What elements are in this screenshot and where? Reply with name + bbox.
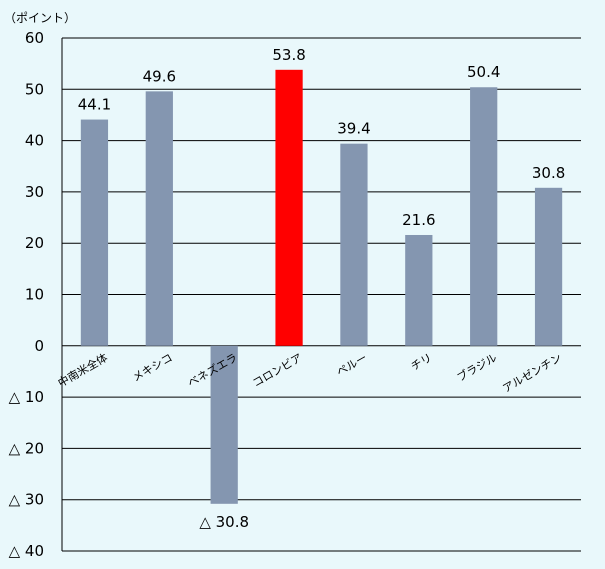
- bar: [145, 91, 173, 346]
- data-label: 39.4: [337, 120, 370, 138]
- category-label: チリ: [409, 351, 435, 373]
- category-label: ペルー: [334, 351, 369, 379]
- y-tick-label: 30: [25, 183, 44, 201]
- y-axis-unit-label: （ポイント）: [4, 11, 76, 25]
- category-label: ブラジル: [454, 350, 499, 384]
- y-tick-label: 50: [25, 80, 44, 98]
- category-label: 中南米全体: [55, 350, 110, 390]
- data-label: 53.8: [272, 46, 305, 64]
- data-label: 50.4: [467, 63, 500, 81]
- y-tick-label: △ 10: [9, 388, 44, 406]
- data-labels: 44.1 49.6 △ 30.8 53.8 39.4 21.6 50.4 30.8: [78, 46, 566, 531]
- category-label: アルゼンチン: [500, 351, 564, 395]
- y-tick-label: 40: [25, 132, 44, 150]
- data-label: 30.8: [532, 164, 565, 182]
- bar: [340, 143, 368, 346]
- bar: [405, 234, 433, 346]
- y-tick-label: 10: [25, 286, 44, 304]
- y-tick-label: 20: [25, 234, 44, 252]
- bar: [210, 345, 238, 504]
- y-tick-label: △ 30: [9, 491, 44, 509]
- bar: [534, 187, 563, 346]
- data-label: 49.6: [143, 67, 176, 85]
- y-tick-label: △ 40: [9, 542, 44, 560]
- data-label: △ 30.8: [199, 513, 249, 531]
- bars: [80, 69, 563, 504]
- category-labels: 中南米全体 メキシコ ベネズエラ コロンビア ペルー チリ ブラジル アルゼンチン: [55, 350, 564, 395]
- category-label: コロンビア: [250, 351, 304, 390]
- data-label: 21.6: [402, 211, 435, 229]
- y-axis-ticks: 60 50 40 30 20 10 0 △ 10 △ 20 △ 30 △ 40: [9, 29, 44, 560]
- bar: [275, 69, 303, 346]
- y-tick-label: △ 20: [9, 439, 44, 457]
- gridlines: [61, 37, 581, 552]
- bar: [470, 87, 498, 346]
- data-label: 44.1: [78, 96, 111, 114]
- y-tick-label: 0: [34, 337, 44, 355]
- y-tick-label: 60: [25, 29, 44, 47]
- category-label: メキシコ: [130, 351, 175, 384]
- bar: [80, 119, 109, 346]
